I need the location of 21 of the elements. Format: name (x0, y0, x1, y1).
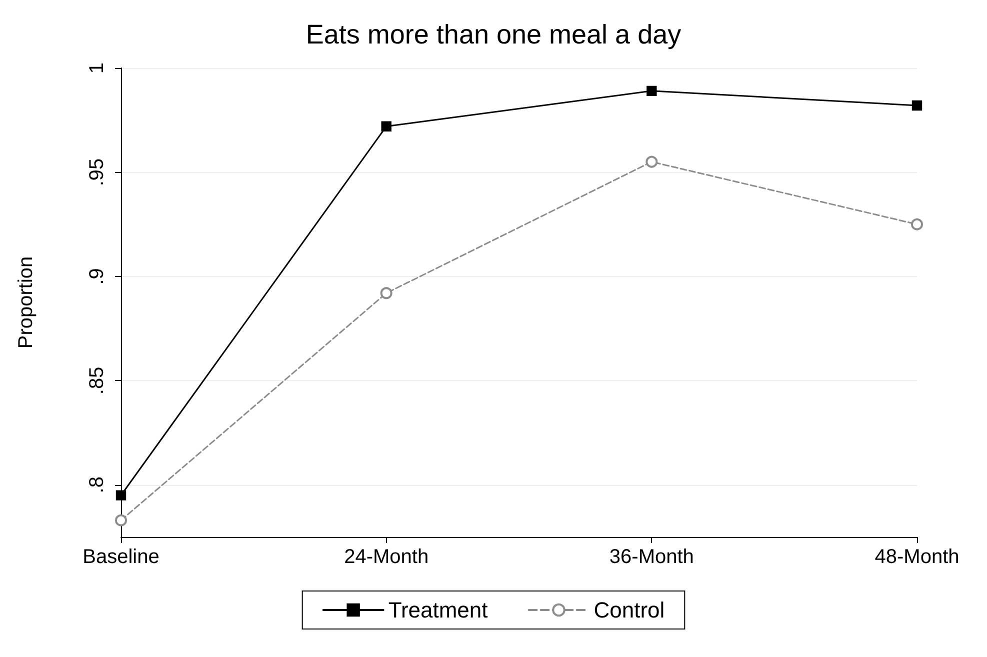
chart-title: Eats more than one meal a day (306, 20, 682, 50)
y-axis-title: Proportion (15, 256, 37, 349)
x-tick-label: Baseline (82, 546, 160, 568)
point (912, 100, 922, 111)
x-tick-label: 36-Month (609, 546, 694, 568)
point (911, 218, 923, 230)
point (380, 287, 392, 300)
x-tick-label: 48-Month (874, 546, 960, 568)
y-tick-label: .95 (86, 158, 108, 186)
point (381, 121, 392, 132)
point (646, 156, 658, 168)
point (115, 514, 127, 526)
legend-label: Control (594, 598, 665, 622)
point (646, 86, 657, 96)
y-tick-label: 1 (86, 62, 108, 74)
x-tick-label: 24-Month (344, 546, 429, 568)
y-tick-label: .85 (86, 366, 108, 395)
y-tick-label: .8 (86, 476, 108, 494)
point (116, 490, 126, 500)
y-tick-label: .9 (86, 268, 108, 285)
legend-label: Treatment (388, 598, 488, 622)
